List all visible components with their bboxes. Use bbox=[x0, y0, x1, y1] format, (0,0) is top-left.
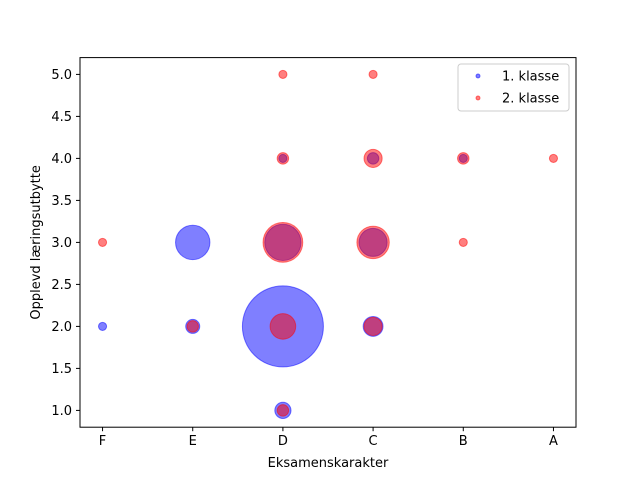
scatter-point bbox=[457, 152, 470, 165]
x-tick-label: F bbox=[99, 434, 106, 449]
legend-label-series-1: 1. klasse bbox=[502, 70, 559, 85]
y-tick-label: 3.5 bbox=[51, 194, 72, 209]
scatter-point bbox=[278, 69, 288, 79]
scatter-point bbox=[186, 320, 199, 333]
legend-marker-series-2 bbox=[475, 95, 481, 101]
legend-frame bbox=[457, 63, 570, 112]
points-layer bbox=[97, 69, 559, 419]
scatter-point bbox=[269, 313, 297, 340]
scatter-point bbox=[175, 224, 211, 261]
scatter-point bbox=[97, 237, 108, 247]
scatter-point bbox=[363, 148, 383, 168]
y-axis-ticks: 1.0 1.5 2.0 2.5 3.0 3.5 4.0 4.5 5.0 bbox=[51, 68, 80, 419]
scatter-point bbox=[262, 222, 304, 263]
y-tick-label: 2.0 bbox=[51, 320, 72, 335]
legend: 1. klasse 2. klasse bbox=[457, 63, 570, 112]
y-tick-label: 4.0 bbox=[51, 152, 72, 167]
scatter-point bbox=[363, 316, 383, 336]
scatter-point bbox=[97, 321, 108, 331]
y-tick-label: 1.5 bbox=[51, 362, 72, 377]
scatter-point bbox=[276, 152, 290, 165]
y-tick-label: 5.0 bbox=[51, 68, 72, 83]
y-tick-label: 3.0 bbox=[51, 236, 72, 251]
plot-area-frame bbox=[79, 57, 577, 428]
scatter-point bbox=[276, 404, 290, 417]
x-axis-label: Eksamenskarakter bbox=[268, 456, 389, 471]
scatter-point bbox=[356, 225, 390, 260]
y-tick-label: 2.5 bbox=[51, 278, 72, 293]
scatter-point bbox=[368, 69, 378, 79]
legend-marker-series-1 bbox=[475, 73, 481, 79]
y-axis-label: Opplevd læringsutbytte bbox=[29, 165, 44, 320]
x-tick-label: D bbox=[278, 434, 288, 449]
x-tick-label: C bbox=[369, 434, 378, 449]
scatter-point bbox=[458, 237, 468, 247]
x-tick-label: B bbox=[459, 434, 468, 449]
scatter-point bbox=[548, 153, 559, 163]
y-tick-label: 4.5 bbox=[51, 110, 72, 125]
legend-label-series-2: 2. klasse bbox=[502, 92, 559, 107]
x-tick-label: E bbox=[189, 434, 197, 449]
x-tick-label: A bbox=[549, 434, 558, 449]
y-tick-label: 1.0 bbox=[51, 404, 72, 419]
